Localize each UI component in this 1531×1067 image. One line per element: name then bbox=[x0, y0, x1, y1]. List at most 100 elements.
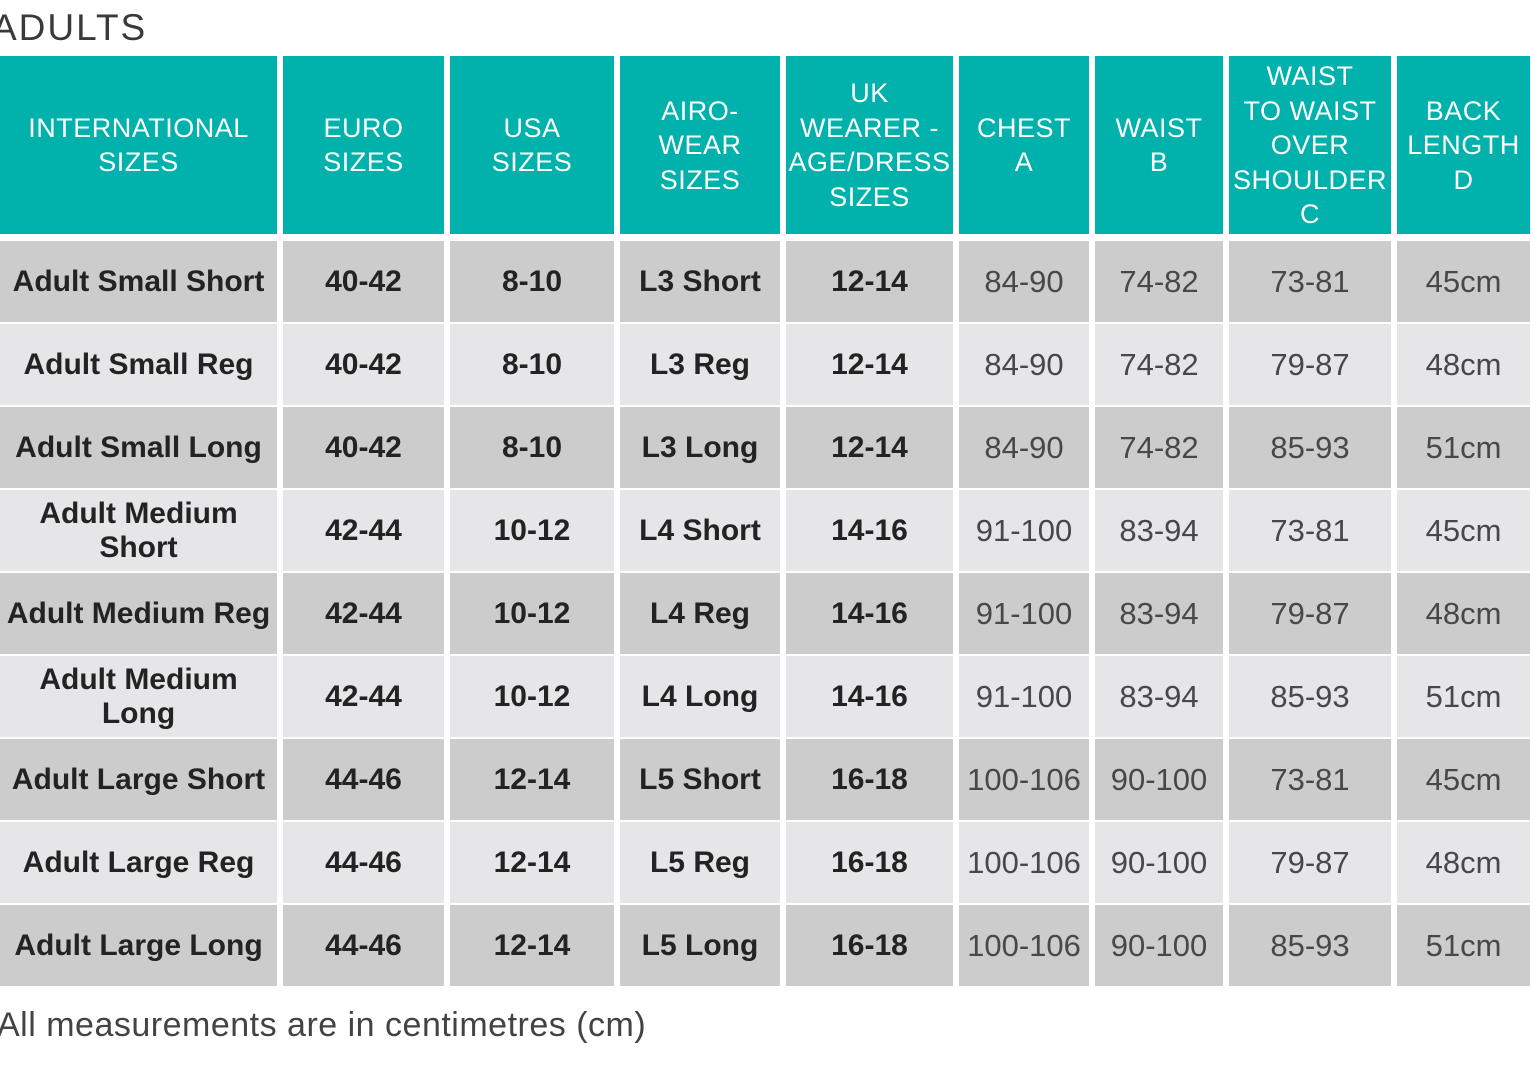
table-cell: 91-100 bbox=[959, 656, 1089, 738]
table-cell: 91-100 bbox=[959, 573, 1089, 655]
table-cell: L4 Reg bbox=[620, 573, 780, 655]
table-cell: 12-14 bbox=[450, 822, 614, 904]
table-cell: 8-10 bbox=[450, 407, 614, 489]
table-cell: L3 Short bbox=[620, 241, 780, 323]
table-cell: 79-87 bbox=[1229, 822, 1391, 904]
table-cell: 42-44 bbox=[283, 573, 444, 655]
table-cell: 90-100 bbox=[1095, 739, 1223, 821]
column-header-6: CHEST A bbox=[959, 56, 1089, 235]
table-cell: 12-14 bbox=[450, 905, 614, 987]
table-row-8: Adult Large Reg 44-46 12-14 L5 Reg 16-18 100-… bbox=[0, 822, 1531, 904]
column-header-8: WAIST TO WAIST OVER SHOULDER C bbox=[1229, 56, 1391, 235]
column-header-2: EURO SIZES bbox=[283, 56, 444, 235]
adult-size-table: INTERNATIONAL SIZES EURO SIZES USA SIZES AI… bbox=[0, 56, 1531, 987]
table-cell: 79-87 bbox=[1229, 573, 1391, 655]
table-cell: 84-90 bbox=[959, 407, 1089, 489]
table-cell: 14-16 bbox=[786, 490, 953, 572]
table-cell: 12-14 bbox=[786, 324, 953, 406]
column-header-1: INTERNATIONAL SIZES bbox=[0, 56, 277, 235]
table-cell: 73-81 bbox=[1229, 241, 1391, 323]
table-cell: 84-90 bbox=[959, 324, 1089, 406]
table-cell: 16-18 bbox=[786, 905, 953, 987]
table-cell: 14-16 bbox=[786, 656, 953, 738]
table-cell: 12-14 bbox=[786, 407, 953, 489]
table-cell: 85-93 bbox=[1229, 407, 1391, 489]
table-cell: 12-14 bbox=[786, 241, 953, 323]
table-cell: Adult Large Short bbox=[0, 739, 277, 821]
column-header-9: BACK LENGTH D bbox=[1397, 56, 1530, 235]
table-row-7: Adult Large Short 44-46 12-14 L5 Short 16-18… bbox=[0, 739, 1531, 821]
table-cell: 16-18 bbox=[786, 739, 953, 821]
table-cell: 40-42 bbox=[283, 324, 444, 406]
table-cell: 48cm bbox=[1397, 822, 1530, 904]
table-cell: 90-100 bbox=[1095, 905, 1223, 987]
table-row-9: Adult Large Long 44-46 12-14 L5 Long 16-18 10… bbox=[0, 905, 1531, 987]
table-cell: 91-100 bbox=[959, 490, 1089, 572]
table-cell: 42-44 bbox=[283, 656, 444, 738]
column-header-4: AIRO-WEAR SIZES bbox=[620, 56, 780, 235]
table-cell: Adult Large Reg bbox=[0, 822, 277, 904]
table-cell: 40-42 bbox=[283, 241, 444, 323]
table-cell: 85-93 bbox=[1229, 905, 1391, 987]
table-cell: 45cm bbox=[1397, 490, 1530, 572]
table-cell: 100-106 bbox=[959, 739, 1089, 821]
table-cell: 48cm bbox=[1397, 324, 1530, 406]
table-cell: 16-18 bbox=[786, 822, 953, 904]
table-cell: 40-42 bbox=[283, 407, 444, 489]
table-cell: 10-12 bbox=[450, 490, 614, 572]
table-row-5: Adult Medium Reg 42-44 10-12 L4 Reg 14-16 91-… bbox=[0, 573, 1531, 655]
table-cell: L3 Long bbox=[620, 407, 780, 489]
table-cell: L5 Long bbox=[620, 905, 780, 987]
table-cell: 14-16 bbox=[786, 573, 953, 655]
column-header-5: UK WEARER - AGE/DRESS SIZES bbox=[786, 56, 953, 235]
table-cell: 83-94 bbox=[1095, 656, 1223, 738]
table-row-3: Adult Small Long 40-42 8-10 L3 Long 12-14 84-… bbox=[0, 407, 1531, 489]
table-cell: Adult Medium Reg bbox=[0, 573, 277, 655]
page-title: ADULTS bbox=[0, 7, 148, 48]
table-cell: 48cm bbox=[1397, 573, 1530, 655]
table-row-4: Adult Medium Short 42-44 10-12 L4 Short 14-1… bbox=[0, 490, 1531, 572]
table-cell: 44-46 bbox=[283, 905, 444, 987]
table-cell: 100-106 bbox=[959, 905, 1089, 987]
table-cell: L3 Reg bbox=[620, 324, 780, 406]
table-cell: Adult Small Short bbox=[0, 241, 277, 323]
table-cell: L4 Long bbox=[620, 656, 780, 738]
table-cell: 84-90 bbox=[959, 241, 1089, 323]
table-cell: 74-82 bbox=[1095, 324, 1223, 406]
column-header-3: USA SIZES bbox=[450, 56, 614, 235]
table-cell: 12-14 bbox=[450, 739, 614, 821]
table-cell: 74-82 bbox=[1095, 407, 1223, 489]
table-row-1: Adult Small Short 40-42 8-10 L3 Short 12-14 8… bbox=[0, 241, 1531, 323]
measurement-note: All measurements are in centimetres (cm) bbox=[0, 1006, 647, 1045]
table-cell: 100-106 bbox=[959, 822, 1089, 904]
table-cell: 85-93 bbox=[1229, 656, 1391, 738]
table-cell: Adult Small Reg bbox=[0, 324, 277, 406]
table-cell: 44-46 bbox=[283, 739, 444, 821]
table-cell: 73-81 bbox=[1229, 490, 1391, 572]
table-cell: 90-100 bbox=[1095, 822, 1223, 904]
table-cell: 45cm bbox=[1397, 739, 1530, 821]
table-cell: 8-10 bbox=[450, 324, 614, 406]
table-cell: 10-12 bbox=[450, 573, 614, 655]
table-cell: 83-94 bbox=[1095, 490, 1223, 572]
table-row-2: Adult Small Reg 40-42 8-10 L3 Reg 12-14 84-90… bbox=[0, 324, 1531, 406]
table-cell: 51cm bbox=[1397, 407, 1530, 489]
table-cell: 51cm bbox=[1397, 656, 1530, 738]
table-cell: 83-94 bbox=[1095, 573, 1223, 655]
table-cell: Adult Medium Long bbox=[0, 656, 277, 738]
column-header-7: WAIST B bbox=[1095, 56, 1223, 235]
table-cell: L5 Short bbox=[620, 739, 780, 821]
table-cell: 74-82 bbox=[1095, 241, 1223, 323]
table-cell: 10-12 bbox=[450, 656, 614, 738]
table-cell: Adult Medium Short bbox=[0, 490, 277, 572]
table-cell: 44-46 bbox=[283, 822, 444, 904]
table-cell: 45cm bbox=[1397, 241, 1530, 323]
table-cell: 51cm bbox=[1397, 905, 1530, 987]
table-cell: Adult Small Long bbox=[0, 407, 277, 489]
table-cell: 42-44 bbox=[283, 490, 444, 572]
table-cell: L5 Reg bbox=[620, 822, 780, 904]
table-header-row: INTERNATIONAL SIZES EURO SIZES USA SIZES AI… bbox=[0, 56, 1531, 235]
table-cell: 8-10 bbox=[450, 241, 614, 323]
table-cell: L4 Short bbox=[620, 490, 780, 572]
